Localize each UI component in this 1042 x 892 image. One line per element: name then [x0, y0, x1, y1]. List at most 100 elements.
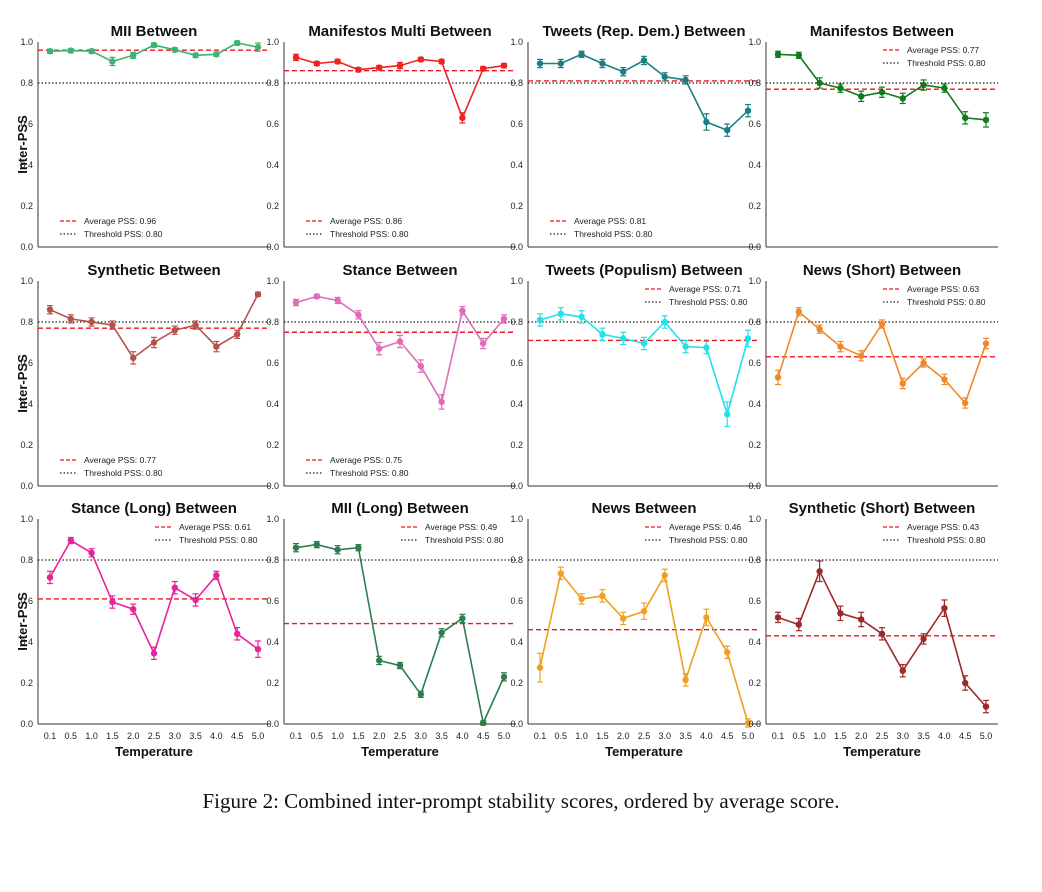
y-tick-label: 0.4 [266, 160, 279, 170]
panel-title: Stance (Long) Between [71, 500, 237, 517]
x-tick-label: 1.5 [106, 731, 119, 741]
x-tick-label: 2.5 [148, 731, 161, 741]
data-point [459, 307, 466, 314]
legend-average-label: Average PSS: 0.43 [907, 522, 979, 532]
y-tick-label: 0.6 [748, 119, 761, 129]
data-point [774, 614, 782, 621]
data-point [88, 549, 95, 557]
legend-average-label: Average PSS: 0.96 [84, 216, 156, 226]
y-tick-label: 0.6 [20, 358, 33, 368]
data-point [620, 68, 627, 75]
data-point [661, 572, 668, 579]
y-tick-label: 0.8 [748, 555, 761, 565]
x-tick-label: 3.5 [435, 731, 448, 741]
data-point [920, 81, 927, 89]
x-tick-label: 2.5 [638, 731, 651, 741]
panel-7: Tweets (Populism) Between 0.0 0.2 0.4 0.6 0.8… [510, 262, 760, 491]
y-tick-label: 0.8 [20, 555, 33, 565]
data-point [774, 374, 782, 381]
y-tick-label: 0.6 [266, 596, 279, 606]
x-tick-label: 4.0 [938, 731, 951, 741]
y-tick-label: 0.6 [510, 358, 523, 368]
y-tick-label: 0.8 [20, 317, 33, 327]
data-point [724, 649, 731, 656]
x-tick-label: 3.5 [679, 731, 692, 741]
data-point [599, 592, 606, 600]
data-point [150, 41, 158, 49]
y-tick-label: 0.0 [748, 242, 761, 252]
legend-average-label: Average PSS: 0.61 [179, 522, 251, 532]
data-point [620, 615, 627, 622]
data-point [234, 39, 241, 47]
legend-threshold-label: Threshold PSS: 0.80 [574, 229, 653, 239]
y-tick-label: 0.2 [748, 201, 761, 211]
data-point [417, 691, 424, 698]
y-tick-label: 0.0 [510, 242, 523, 252]
panel-9: Stance (Long) Between 0.0 0.2 0.4 0.6 0.8 1.0 0… [15, 500, 270, 759]
y-tick-label: 0.2 [266, 201, 279, 211]
series-line [49, 539, 259, 656]
data-point [130, 606, 137, 613]
y-tick-label: 0.2 [20, 440, 33, 450]
data-point [578, 51, 585, 58]
data-point [578, 595, 585, 603]
x-tick-label: 0.5 [65, 731, 78, 741]
data-point [109, 598, 116, 606]
data-point [171, 327, 178, 334]
x-tick-label: 5.0 [498, 731, 511, 741]
y-tick-label: 0.0 [748, 719, 761, 729]
y-tick-label: 0.6 [266, 358, 279, 368]
y-axis-label: Inter-PSS [15, 115, 30, 174]
data-point [837, 610, 844, 617]
data-point [234, 630, 241, 637]
x-tick-label: 1.5 [596, 731, 609, 741]
data-point [109, 58, 116, 65]
data-point [254, 645, 262, 653]
data-point [376, 345, 383, 352]
x-tick-label: 0.5 [793, 731, 806, 741]
data-point [920, 635, 927, 643]
data-point [396, 62, 404, 69]
legend-threshold-label: Threshold PSS: 0.80 [179, 535, 258, 545]
panel-8: News (Short) Between 0.0 0.2 0.4 0.6 0.8 1.0 Av… [748, 262, 998, 491]
data-point [661, 73, 668, 81]
x-tick-label: 2.0 [373, 731, 386, 741]
y-tick-label: 0.4 [20, 399, 33, 409]
data-point [878, 89, 886, 96]
data-point [292, 544, 300, 551]
data-point [816, 79, 823, 87]
x-tick-label: 2.0 [617, 731, 630, 741]
data-point [376, 657, 383, 664]
data-point [213, 343, 220, 350]
y-tick-label: 1.0 [20, 37, 33, 47]
panel-4: Manifestos Between 0.0 0.2 0.4 0.6 0.8 1.0 Aver… [748, 23, 998, 252]
data-point [899, 95, 906, 102]
y-tick-label: 0.8 [748, 78, 761, 88]
data-point [795, 308, 802, 315]
data-point [899, 380, 906, 387]
y-tick-label: 0.8 [266, 555, 279, 565]
data-point [640, 57, 648, 64]
data-point [313, 60, 320, 67]
data-point [88, 318, 95, 326]
data-point [254, 43, 262, 51]
y-tick-label: 0.6 [748, 358, 761, 368]
legend-threshold-label: Threshold PSS: 0.80 [330, 468, 409, 478]
panel-title: Tweets (Populism) Between [545, 262, 742, 279]
data-point [858, 352, 865, 360]
data-point [536, 60, 544, 67]
legend-average-label: Average PSS: 0.75 [330, 455, 402, 465]
y-tick-label: 1.0 [20, 514, 33, 524]
y-tick-label: 0.2 [20, 201, 33, 211]
figure-caption: Figure 2: Combined inter-prompt stabilit… [202, 789, 840, 813]
x-tick-label: 2.5 [394, 731, 407, 741]
x-tick-label: 2.0 [127, 731, 140, 741]
x-tick-label: 3.0 [169, 731, 182, 741]
panel-11: News Between 0.0 0.2 0.4 0.6 0.8 1.0 0.1 0.5 1.0 1… [510, 500, 760, 759]
data-point [171, 46, 178, 53]
data-point [376, 64, 383, 71]
data-point [292, 54, 300, 61]
x-tick-label: 0.5 [555, 731, 568, 741]
x-tick-label: 3.0 [415, 731, 428, 741]
data-point [962, 114, 969, 122]
